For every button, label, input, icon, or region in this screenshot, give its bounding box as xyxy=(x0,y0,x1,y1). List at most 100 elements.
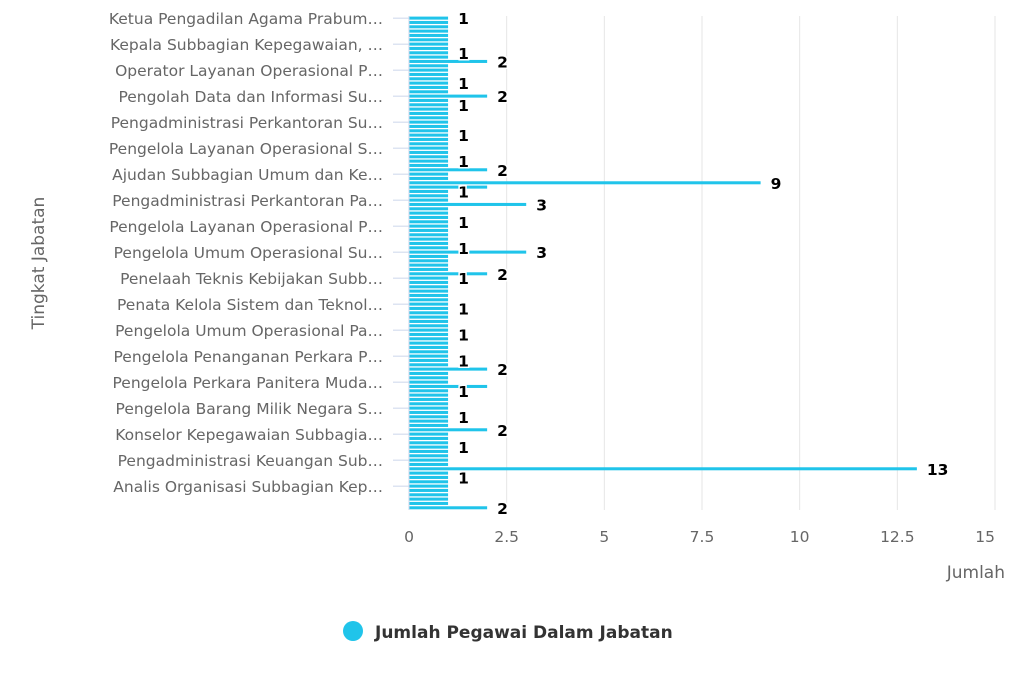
bar[interactable] xyxy=(409,168,488,172)
bar[interactable] xyxy=(409,77,449,81)
bar[interactable] xyxy=(409,272,488,276)
bar[interactable] xyxy=(409,155,449,159)
bar[interactable] xyxy=(409,202,527,206)
bar[interactable] xyxy=(409,280,449,284)
bar[interactable] xyxy=(409,267,449,271)
bar[interactable] xyxy=(409,324,449,328)
bar[interactable] xyxy=(409,85,449,89)
bar[interactable] xyxy=(409,480,449,484)
bar[interactable] xyxy=(409,220,449,224)
bar[interactable] xyxy=(409,246,449,250)
bar[interactable] xyxy=(409,298,449,302)
bar[interactable] xyxy=(409,402,449,406)
bar[interactable] xyxy=(409,185,488,189)
bar[interactable] xyxy=(409,475,449,479)
bar[interactable] xyxy=(409,211,449,215)
bar[interactable] xyxy=(409,237,449,241)
bar[interactable] xyxy=(409,228,449,232)
bar[interactable] xyxy=(409,276,449,280)
bar[interactable] xyxy=(409,129,449,133)
bar[interactable] xyxy=(409,384,488,388)
bar[interactable] xyxy=(409,33,449,37)
bar[interactable] xyxy=(409,90,449,94)
bar[interactable] xyxy=(409,207,449,211)
bar[interactable] xyxy=(409,72,449,76)
bar[interactable] xyxy=(409,189,449,193)
bar[interactable] xyxy=(409,116,449,120)
bar[interactable] xyxy=(409,423,449,427)
bar[interactable] xyxy=(409,55,449,59)
bar[interactable] xyxy=(409,441,449,445)
bar[interactable] xyxy=(409,341,449,345)
bar[interactable] xyxy=(409,176,449,180)
bar[interactable] xyxy=(409,302,449,306)
bar[interactable] xyxy=(409,146,449,150)
bar[interactable] xyxy=(409,306,449,310)
bar[interactable] xyxy=(409,506,488,510)
bar[interactable] xyxy=(409,345,449,349)
bar[interactable] xyxy=(409,233,449,237)
bar[interactable] xyxy=(409,501,449,505)
bar[interactable] xyxy=(409,137,449,141)
bar[interactable] xyxy=(409,59,488,63)
bar[interactable] xyxy=(409,445,449,449)
bar[interactable] xyxy=(409,198,449,202)
bar[interactable] xyxy=(409,133,449,137)
bar[interactable] xyxy=(409,484,449,488)
bar[interactable] xyxy=(409,46,449,50)
bar[interactable] xyxy=(409,64,449,68)
bar[interactable] xyxy=(409,493,449,497)
bar[interactable] xyxy=(409,319,449,323)
bar[interactable] xyxy=(409,380,449,384)
bar[interactable] xyxy=(409,363,449,367)
bar[interactable] xyxy=(409,241,449,245)
bar[interactable] xyxy=(409,350,449,354)
legend-label[interactable]: Jumlah Pegawai Dalam Jabatan xyxy=(374,623,673,643)
bar[interactable] xyxy=(409,393,449,397)
bar[interactable] xyxy=(409,194,449,198)
bar[interactable] xyxy=(409,311,449,315)
bar[interactable] xyxy=(409,415,449,419)
bar[interactable] xyxy=(409,150,449,154)
bar[interactable] xyxy=(409,328,449,332)
bar[interactable] xyxy=(409,25,449,29)
bar[interactable] xyxy=(409,488,449,492)
bar[interactable] xyxy=(409,111,449,115)
bar[interactable] xyxy=(409,410,449,414)
bar[interactable] xyxy=(409,462,449,466)
bar[interactable] xyxy=(409,497,449,501)
bar[interactable] xyxy=(409,436,449,440)
bar[interactable] xyxy=(409,42,449,46)
bar[interactable] xyxy=(409,250,527,254)
bar[interactable] xyxy=(409,51,449,55)
bar[interactable] xyxy=(409,172,449,176)
bar[interactable] xyxy=(409,107,449,111)
bar[interactable] xyxy=(409,68,449,72)
bar[interactable] xyxy=(409,94,488,98)
bar[interactable] xyxy=(409,419,449,423)
bar[interactable] xyxy=(409,159,449,163)
bar[interactable] xyxy=(409,181,761,185)
bar[interactable] xyxy=(409,29,449,33)
bar[interactable] xyxy=(409,263,449,267)
bar[interactable] xyxy=(409,38,449,42)
bar[interactable] xyxy=(409,20,449,24)
bar[interactable] xyxy=(409,215,449,219)
bar[interactable] xyxy=(409,254,449,258)
bar[interactable] xyxy=(409,315,449,319)
bar[interactable] xyxy=(409,224,449,228)
bar[interactable] xyxy=(409,337,449,341)
bar[interactable] xyxy=(409,397,449,401)
bar[interactable] xyxy=(409,332,449,336)
bar[interactable] xyxy=(409,81,449,85)
bar[interactable] xyxy=(409,163,449,167)
bar[interactable] xyxy=(409,293,449,297)
bar[interactable] xyxy=(409,367,488,371)
bar[interactable] xyxy=(409,142,449,146)
bar[interactable] xyxy=(409,449,449,453)
bar[interactable] xyxy=(409,406,449,410)
bar[interactable] xyxy=(409,354,449,358)
bar[interactable] xyxy=(409,371,449,375)
legend-item[interactable]: Jumlah Pegawai Dalam Jabatan xyxy=(343,621,673,643)
bar[interactable] xyxy=(409,428,488,432)
